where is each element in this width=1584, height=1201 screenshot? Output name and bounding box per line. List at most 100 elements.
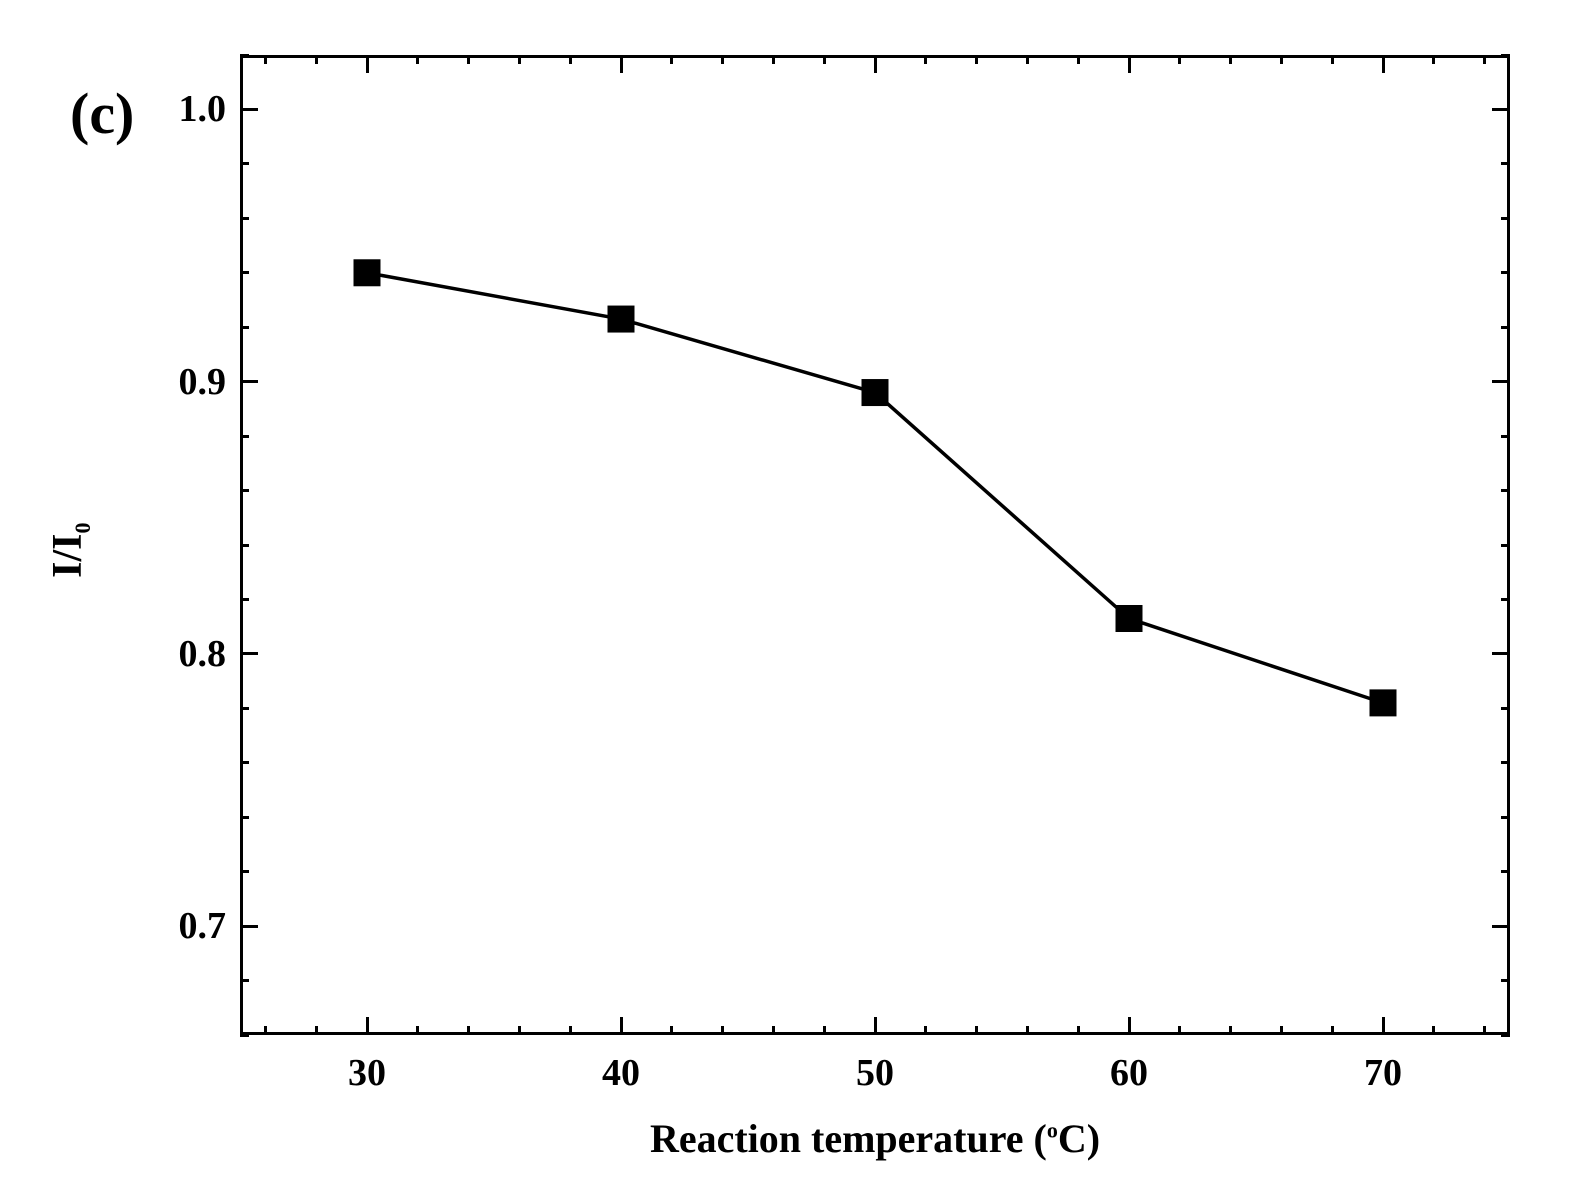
y-minor-tick-right <box>1501 54 1510 57</box>
y-minor-tick-right <box>1501 816 1510 819</box>
y-minor-tick <box>240 598 249 601</box>
x-minor-tick <box>1178 1026 1181 1035</box>
y-minor-tick <box>240 217 249 220</box>
x-major-tick <box>366 1017 369 1035</box>
x-major-tick-top <box>366 55 369 73</box>
x-minor-tick <box>1026 1026 1029 1035</box>
y-minor-tick <box>240 54 249 57</box>
x-major-tick-top <box>1128 55 1131 73</box>
x-minor-tick-top <box>416 55 419 64</box>
y-major-tick <box>240 108 258 111</box>
x-minor-tick <box>670 1026 673 1035</box>
x-minor-tick-top <box>1178 55 1181 64</box>
x-minor-tick-top <box>1331 55 1334 64</box>
x-minor-tick-top <box>1432 55 1435 64</box>
x-minor-tick-top <box>772 55 775 64</box>
x-minor-tick <box>1432 1026 1435 1035</box>
x-minor-tick <box>1077 1026 1080 1035</box>
x-minor-tick-top <box>315 55 318 64</box>
y-minor-tick-right <box>1501 489 1510 492</box>
x-major-tick <box>874 1017 877 1035</box>
y-major-tick <box>240 380 258 383</box>
x-major-tick-top <box>620 55 623 73</box>
y-minor-tick <box>240 761 249 764</box>
x-minor-tick-top <box>670 55 673 64</box>
x-tick-label: 40 <box>602 1051 640 1095</box>
x-minor-tick-top <box>1280 55 1283 64</box>
x-minor-tick-top <box>1483 55 1486 64</box>
x-minor-tick <box>975 1026 978 1035</box>
chart-container: (c) 30 40 50 60 70 0.7 0.8 0.9 1.0 Reaction tempe… <box>0 0 1584 1201</box>
y-minor-tick <box>240 1034 249 1037</box>
x-major-tick-top <box>874 55 877 73</box>
y-major-tick-right <box>1492 380 1510 383</box>
y-minor-tick-right <box>1501 598 1510 601</box>
y-minor-tick <box>240 326 249 329</box>
y-minor-tick-right <box>1501 707 1510 710</box>
x-minor-tick-top <box>975 55 978 64</box>
x-tick-label: 70 <box>1364 1051 1402 1095</box>
y-minor-tick-right <box>1501 870 1510 873</box>
y-minor-tick <box>240 489 249 492</box>
y-minor-tick <box>240 707 249 710</box>
y-minor-tick-right <box>1501 761 1510 764</box>
x-major-tick <box>1128 1017 1131 1035</box>
y-minor-tick-right <box>1501 217 1510 220</box>
y-minor-tick-right <box>1501 326 1510 329</box>
x-minor-tick-top <box>823 55 826 64</box>
x-major-tick <box>620 1017 623 1035</box>
x-minor-tick <box>569 1026 572 1035</box>
x-minor-tick-top <box>1026 55 1029 64</box>
x-major-tick-top <box>1382 55 1385 73</box>
x-minor-tick-top <box>924 55 927 64</box>
y-minor-tick <box>240 271 249 274</box>
y-major-tick-right <box>1492 652 1510 655</box>
x-minor-tick <box>772 1026 775 1035</box>
y-major-tick <box>240 925 258 928</box>
x-minor-tick-top <box>569 55 572 64</box>
y-tick-label: 0.9 <box>150 360 226 404</box>
panel-label: (c) <box>70 80 134 147</box>
y-minor-tick-right <box>1501 162 1510 165</box>
x-minor-tick <box>721 1026 724 1035</box>
y-axis-label: I/I0 <box>44 450 96 650</box>
y-minor-tick-right <box>1501 979 1510 982</box>
y-tick-label: 0.8 <box>150 632 226 676</box>
y-tick-label: 0.7 <box>150 904 226 948</box>
x-minor-tick <box>823 1026 826 1035</box>
y-minor-tick-right <box>1501 544 1510 547</box>
y-minor-tick-right <box>1501 271 1510 274</box>
x-minor-tick <box>467 1026 470 1035</box>
y-minor-tick-right <box>1501 435 1510 438</box>
x-tick-label: 50 <box>856 1051 894 1095</box>
x-minor-tick-top <box>264 55 267 64</box>
y-major-tick <box>240 652 258 655</box>
x-minor-tick <box>416 1026 419 1035</box>
y-minor-tick <box>240 435 249 438</box>
y-minor-tick <box>240 544 249 547</box>
y-minor-tick <box>240 816 249 819</box>
y-minor-tick <box>240 979 249 982</box>
x-minor-tick <box>518 1026 521 1035</box>
y-minor-tick <box>240 870 249 873</box>
y-minor-tick-right <box>1501 1034 1510 1037</box>
x-tick-label: 60 <box>1110 1051 1148 1095</box>
x-minor-tick-top <box>518 55 521 64</box>
x-minor-tick <box>315 1026 318 1035</box>
y-minor-tick <box>240 162 249 165</box>
x-minor-tick-top <box>1229 55 1232 64</box>
x-minor-tick <box>1331 1026 1334 1035</box>
x-minor-tick-top <box>721 55 724 64</box>
x-minor-tick <box>1229 1026 1232 1035</box>
x-major-tick <box>1382 1017 1385 1035</box>
plot-area <box>240 55 1510 1035</box>
x-minor-tick <box>264 1026 267 1035</box>
x-minor-tick-top <box>467 55 470 64</box>
x-minor-tick <box>1483 1026 1486 1035</box>
x-axis-label: Reaction temperature (oC) <box>240 1115 1510 1162</box>
x-minor-tick <box>1280 1026 1283 1035</box>
x-minor-tick <box>924 1026 927 1035</box>
y-tick-label: 1.0 <box>150 87 226 131</box>
x-minor-tick-top <box>1077 55 1080 64</box>
x-tick-label: 30 <box>348 1051 386 1095</box>
